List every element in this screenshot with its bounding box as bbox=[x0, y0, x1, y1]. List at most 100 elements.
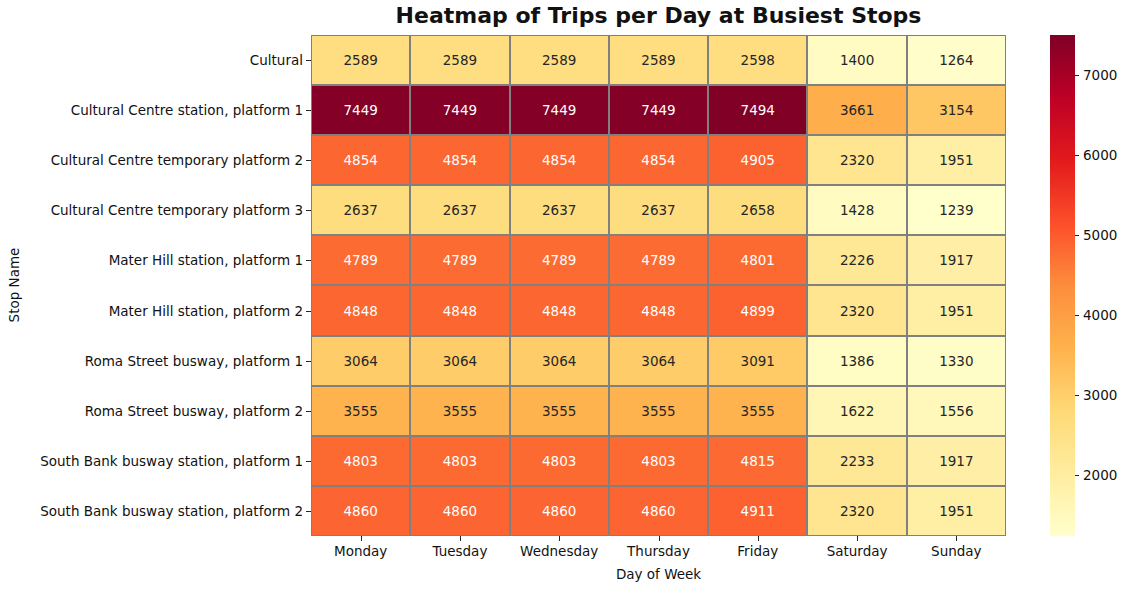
colorbar-tick-label: 6000 bbox=[1083, 147, 1117, 163]
heatmap-cell: 4848 bbox=[410, 285, 509, 335]
heatmap-cell: 1264 bbox=[907, 35, 1006, 85]
heatmap-cell: 3064 bbox=[609, 336, 708, 386]
heatmap-cell: 2637 bbox=[410, 185, 509, 235]
heatmap-cell: 7494 bbox=[708, 85, 807, 135]
heatmap-cell: 3154 bbox=[907, 85, 1006, 135]
colorbar-tick-label: 5000 bbox=[1083, 227, 1117, 243]
y-tick-mark bbox=[306, 160, 311, 161]
heatmap-cell: 3064 bbox=[510, 336, 609, 386]
heatmap-cell: 4854 bbox=[510, 135, 609, 185]
colorbar-tick-mark bbox=[1075, 475, 1079, 476]
row-label: South Bank busway station, platform 1 bbox=[40, 453, 303, 469]
row-label: Cultural Centre temporary platform 2 bbox=[51, 152, 303, 168]
heatmap-cell: 1951 bbox=[907, 285, 1006, 335]
heatmap-cell: 4854 bbox=[311, 135, 410, 185]
heatmap-cell: 1330 bbox=[907, 336, 1006, 386]
x-tick-mark bbox=[857, 536, 858, 541]
heatmap-cell: 4803 bbox=[510, 436, 609, 486]
x-tick-mark bbox=[659, 536, 660, 541]
heatmap-cell: 4860 bbox=[410, 486, 509, 536]
colorbar bbox=[1050, 35, 1075, 536]
x-tick-labels: Monday Tuesday Wednesday Thursday Friday Satu… bbox=[311, 543, 1006, 559]
row-label: Cultural bbox=[250, 52, 303, 68]
colorbar-tick-mark bbox=[1075, 75, 1079, 76]
y-tick-mark bbox=[306, 311, 311, 312]
heatmap-cell: 3064 bbox=[311, 336, 410, 386]
row-label: Mater Hill station, platform 2 bbox=[109, 303, 303, 319]
col-label: Monday bbox=[334, 543, 387, 559]
heatmap-cell: 4911 bbox=[708, 486, 807, 536]
colorbar-tick-label: 3000 bbox=[1083, 387, 1117, 403]
heatmap-cell: 1400 bbox=[807, 35, 906, 85]
col-label: Wednesday bbox=[520, 543, 598, 559]
colorbar-tick-label: 4000 bbox=[1083, 307, 1117, 323]
row-label: Mater Hill station, platform 1 bbox=[109, 252, 303, 268]
heatmap-cell: 1951 bbox=[907, 486, 1006, 536]
heatmap-cell: 4789 bbox=[311, 235, 410, 285]
y-tick-mark bbox=[306, 210, 311, 211]
heatmap-cell: 4789 bbox=[510, 235, 609, 285]
row-label: Roma Street busway, platform 2 bbox=[85, 403, 303, 419]
colorbar-tick-label: 7000 bbox=[1083, 67, 1117, 83]
heatmap-cell: 3091 bbox=[708, 336, 807, 386]
heatmap-cell: 1239 bbox=[907, 185, 1006, 235]
heatmap-cell: 2637 bbox=[609, 185, 708, 235]
y-tick-mark bbox=[306, 110, 311, 111]
x-tick-mark bbox=[361, 536, 362, 541]
y-tick-mark bbox=[306, 411, 311, 412]
col-label: Sunday bbox=[931, 543, 982, 559]
heatmap-cell: 1428 bbox=[807, 185, 906, 235]
heatmap-cell: 1917 bbox=[907, 436, 1006, 486]
y-tick-mark bbox=[306, 260, 311, 261]
heatmap-cell: 2320 bbox=[807, 486, 906, 536]
heatmap-cell: 2233 bbox=[807, 436, 906, 486]
x-axis-label: Day of Week bbox=[311, 566, 1006, 582]
heatmap-cell: 3555 bbox=[609, 386, 708, 436]
heatmap-cell: 3555 bbox=[708, 386, 807, 436]
x-tick-mark bbox=[758, 536, 759, 541]
heatmap-cell: 4803 bbox=[311, 436, 410, 486]
heatmap-cell: 3555 bbox=[510, 386, 609, 436]
col-label: Tuesday bbox=[432, 543, 487, 559]
heatmap-grid: 2589258925892589259814001264744974497449… bbox=[311, 35, 1006, 536]
heatmap-cell: 7449 bbox=[311, 85, 410, 135]
heatmap-cell: 2598 bbox=[708, 35, 807, 85]
heatmap-cell: 4803 bbox=[609, 436, 708, 486]
heatmap-cell: 1951 bbox=[907, 135, 1006, 185]
x-tick-mark bbox=[956, 536, 957, 541]
y-tick-mark bbox=[306, 511, 311, 512]
heatmap-cell: 1917 bbox=[907, 235, 1006, 285]
heatmap-cell: 1386 bbox=[807, 336, 906, 386]
heatmap-cell: 2226 bbox=[807, 235, 906, 285]
heatmap-cell: 3661 bbox=[807, 85, 906, 135]
heatmap-cell: 3555 bbox=[410, 386, 509, 436]
heatmap-cell: 4860 bbox=[609, 486, 708, 536]
row-label: South Bank busway station, platform 2 bbox=[40, 503, 303, 519]
chart-title: Heatmap of Trips per Day at Busiest Stop… bbox=[311, 3, 1006, 28]
heatmap-cell: 2637 bbox=[311, 185, 410, 235]
row-label: Roma Street busway, platform 1 bbox=[85, 353, 303, 369]
colorbar-tick-mark bbox=[1075, 235, 1079, 236]
heatmap-cell: 1556 bbox=[907, 386, 1006, 436]
heatmap-cell: 4801 bbox=[708, 235, 807, 285]
heatmap-cell: 2589 bbox=[311, 35, 410, 85]
col-label: Friday bbox=[737, 543, 778, 559]
heatmap-cell: 4815 bbox=[708, 436, 807, 486]
heatmap-cell: 4905 bbox=[708, 135, 807, 185]
heatmap-cell: 7449 bbox=[410, 85, 509, 135]
col-label: Thursday bbox=[627, 543, 690, 559]
heatmap-cell: 4854 bbox=[410, 135, 509, 185]
heatmap-cell: 7449 bbox=[510, 85, 609, 135]
heatmap-cell: 2589 bbox=[510, 35, 609, 85]
heatmap-cell: 2589 bbox=[609, 35, 708, 85]
heatmap-cell: 7449 bbox=[609, 85, 708, 135]
heatmap-cell: 3555 bbox=[311, 386, 410, 436]
row-label: Cultural Centre temporary platform 3 bbox=[51, 202, 303, 218]
heatmap-cell: 2320 bbox=[807, 285, 906, 335]
heatmap-cell: 4899 bbox=[708, 285, 807, 335]
heatmap-cell: 3064 bbox=[410, 336, 509, 386]
heatmap-cell: 4789 bbox=[410, 235, 509, 285]
heatmap-cell: 4860 bbox=[510, 486, 609, 536]
heatmap-cell: 4854 bbox=[609, 135, 708, 185]
col-label: Saturday bbox=[827, 543, 888, 559]
